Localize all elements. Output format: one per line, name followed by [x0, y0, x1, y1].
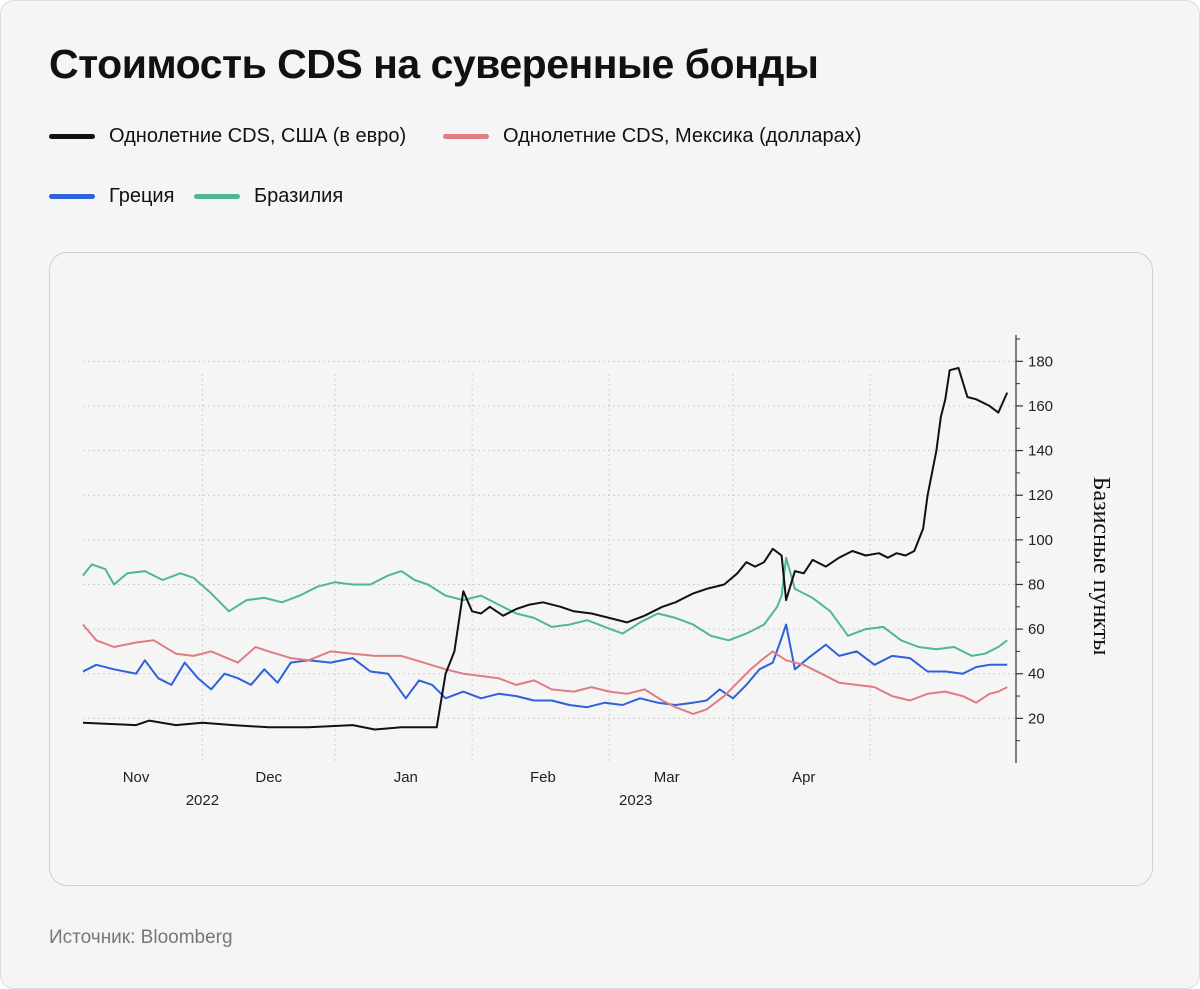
- legend-label-greece: Греция: [109, 184, 175, 207]
- page-title: Стоимость CDS на суверенные бонды: [49, 41, 819, 87]
- series-layer: [82, 367, 1009, 731]
- y-tick-label-80: 80: [1028, 576, 1045, 593]
- x-tick-label-jan: Jan: [394, 769, 418, 786]
- y-tick-label-60: 60: [1028, 621, 1045, 638]
- y-tick-label-180: 180: [1028, 353, 1053, 370]
- x-tick-label-dec: Dec: [255, 769, 282, 786]
- series-line-greece: [82, 623, 1008, 709]
- y-tick-label-40: 40: [1028, 666, 1045, 683]
- y-tick-label-120: 120: [1028, 487, 1053, 504]
- legend-swatch-greece: [49, 193, 95, 199]
- x-tick-label-apr: Apr: [792, 769, 815, 786]
- legend-label-mexico: Однолетние CDS, Мексика (долларах): [503, 124, 862, 147]
- source-note: Источник: Bloomberg: [49, 927, 233, 948]
- legend-label-brazil: Бразилия: [254, 184, 344, 207]
- legend-swatch-mexico: [443, 133, 489, 139]
- series-line-brazil: [82, 556, 1008, 657]
- x-tick-label-feb: Feb: [530, 769, 556, 786]
- y-axis: 20 40 60 80 100 120 140 160 180: [1015, 335, 1053, 763]
- legend-swatch-usa: [49, 133, 95, 139]
- y-tick-label-140: 140: [1028, 443, 1053, 460]
- legend-label-usa: Однолетние CDS, США (в евро): [109, 124, 407, 147]
- chart-frame: 20 40 60 80 100 120 140 160 180 Nov Dec Jan Feb Mar A…: [49, 252, 1153, 886]
- grid: [83, 360, 1016, 763]
- x-year-label-2023: 2023: [619, 792, 652, 809]
- legend-item-greece: Греция: [49, 181, 174, 211]
- legend-item-mexico: Однолетние CDS, Мексика (долларах): [443, 121, 861, 151]
- x-year-label-2022: 2022: [186, 792, 219, 809]
- x-tick-label-mar: Mar: [654, 769, 680, 786]
- x-axis: Nov Dec Jan Feb Mar Apr 2022 2023: [123, 769, 816, 809]
- x-tick-label-nov: Nov: [123, 769, 150, 786]
- legend-item-usa: Однолетние CDS, США (в евро): [49, 121, 406, 151]
- line-chart: 20 40 60 80 100 120 140 160 180 Nov Dec Jan Feb Mar A…: [82, 335, 1114, 809]
- y-tick-label-100: 100: [1028, 532, 1053, 549]
- y-tick-label-160: 160: [1028, 398, 1053, 415]
- series-line-mexico: [82, 623, 1008, 715]
- series-line-usa: [82, 367, 1009, 731]
- y-axis-title: Базисные пункты: [1088, 477, 1114, 656]
- legend-item-brazil: Бразилия: [194, 181, 343, 211]
- legend-swatch-brazil: [194, 193, 240, 199]
- y-tick-label-20: 20: [1028, 710, 1045, 727]
